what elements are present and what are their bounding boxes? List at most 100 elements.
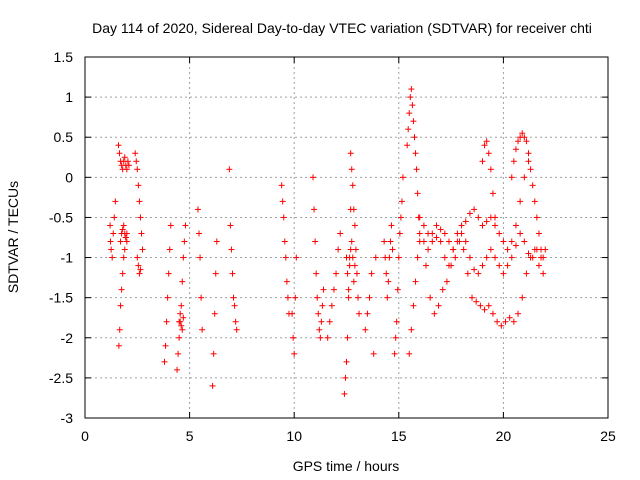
- data-point: [320, 286, 327, 293]
- data-point: [464, 270, 471, 277]
- data-point: [433, 234, 440, 241]
- data-point: [394, 286, 401, 293]
- data-point: [439, 286, 446, 293]
- data-point: [525, 158, 532, 165]
- data-point: [466, 254, 473, 261]
- data-point: [117, 238, 124, 245]
- x-axis-ticks: 0 5 10 15 20 25: [81, 57, 616, 444]
- y-tick-label: 0.5: [54, 129, 74, 145]
- data-point: [525, 250, 532, 257]
- data-point: [123, 238, 130, 245]
- data-point: [120, 254, 127, 261]
- data-point: [112, 198, 119, 205]
- data-point: [405, 126, 412, 133]
- data-point: [175, 350, 182, 357]
- data-point: [161, 358, 168, 365]
- data-point: [398, 198, 405, 205]
- data-point: [540, 254, 547, 261]
- data-point: [233, 326, 240, 333]
- data-point: [279, 198, 286, 205]
- y-axis-ticks: -3 -2.5 -2 -1.5 -1 -0.5 0 0.5 1 1.5: [49, 49, 608, 426]
- data-point: [454, 238, 461, 245]
- data-point: [410, 118, 417, 125]
- data-point: [347, 150, 354, 157]
- data-point: [368, 270, 375, 277]
- data-point: [471, 266, 478, 273]
- data-point: [383, 270, 390, 277]
- data-point: [347, 246, 354, 253]
- data-point: [366, 294, 373, 301]
- data-point: [197, 254, 204, 261]
- data-point: [498, 322, 505, 329]
- data-point: [278, 182, 285, 189]
- data-point: [352, 246, 359, 253]
- data-point: [492, 254, 499, 261]
- data-point: [280, 214, 287, 221]
- data-point: [180, 314, 187, 321]
- data-point: [525, 150, 532, 157]
- data-point: [531, 198, 538, 205]
- data-point: [324, 334, 331, 341]
- data-point: [135, 262, 142, 269]
- data-point: [163, 318, 170, 325]
- data-point: [519, 294, 526, 301]
- data-point: [510, 158, 517, 165]
- y-tick-label: 0: [65, 169, 73, 185]
- data-points: [107, 86, 549, 397]
- data-point: [199, 326, 206, 333]
- data-point: [425, 246, 432, 253]
- data-point: [291, 350, 298, 357]
- data-point: [392, 334, 399, 341]
- data-point: [227, 222, 234, 229]
- data-point: [343, 358, 350, 365]
- data-point: [508, 238, 515, 245]
- data-point: [284, 294, 291, 301]
- data-point: [389, 246, 396, 253]
- data-point: [469, 294, 476, 301]
- data-point: [293, 254, 300, 261]
- data-point: [328, 302, 335, 309]
- data-point: [179, 278, 186, 285]
- data-point: [508, 174, 515, 181]
- data-point: [515, 138, 522, 145]
- data-point: [406, 110, 413, 117]
- data-point: [483, 254, 490, 261]
- data-point: [450, 246, 457, 253]
- data-point: [110, 230, 117, 237]
- data-point: [413, 166, 420, 173]
- data-point: [181, 238, 188, 245]
- data-point: [408, 86, 415, 93]
- data-point: [174, 366, 181, 373]
- data-point: [167, 222, 174, 229]
- data-point: [496, 262, 503, 269]
- data-point: [452, 254, 459, 261]
- data-point: [395, 254, 402, 261]
- data-point: [535, 262, 542, 269]
- data-point: [350, 278, 357, 285]
- data-point: [165, 270, 172, 277]
- data-point: [211, 310, 218, 317]
- data-point: [121, 230, 128, 237]
- data-point: [471, 206, 478, 213]
- data-point: [330, 286, 337, 293]
- data-point: [414, 190, 421, 197]
- data-point: [344, 334, 351, 341]
- data-point: [337, 230, 344, 237]
- data-point: [475, 214, 482, 221]
- data-point: [348, 238, 355, 245]
- data-point: [289, 310, 296, 317]
- data-point: [176, 318, 183, 325]
- data-point: [176, 334, 183, 341]
- data-point: [384, 294, 391, 301]
- data-point: [314, 294, 321, 301]
- data-point: [519, 130, 526, 137]
- data-point: [364, 310, 371, 317]
- data-point: [481, 142, 488, 149]
- data-point: [535, 230, 542, 237]
- data-point: [462, 238, 469, 245]
- data-point: [411, 134, 418, 141]
- data-point: [388, 222, 395, 229]
- data-point: [420, 222, 427, 229]
- data-point: [407, 94, 414, 101]
